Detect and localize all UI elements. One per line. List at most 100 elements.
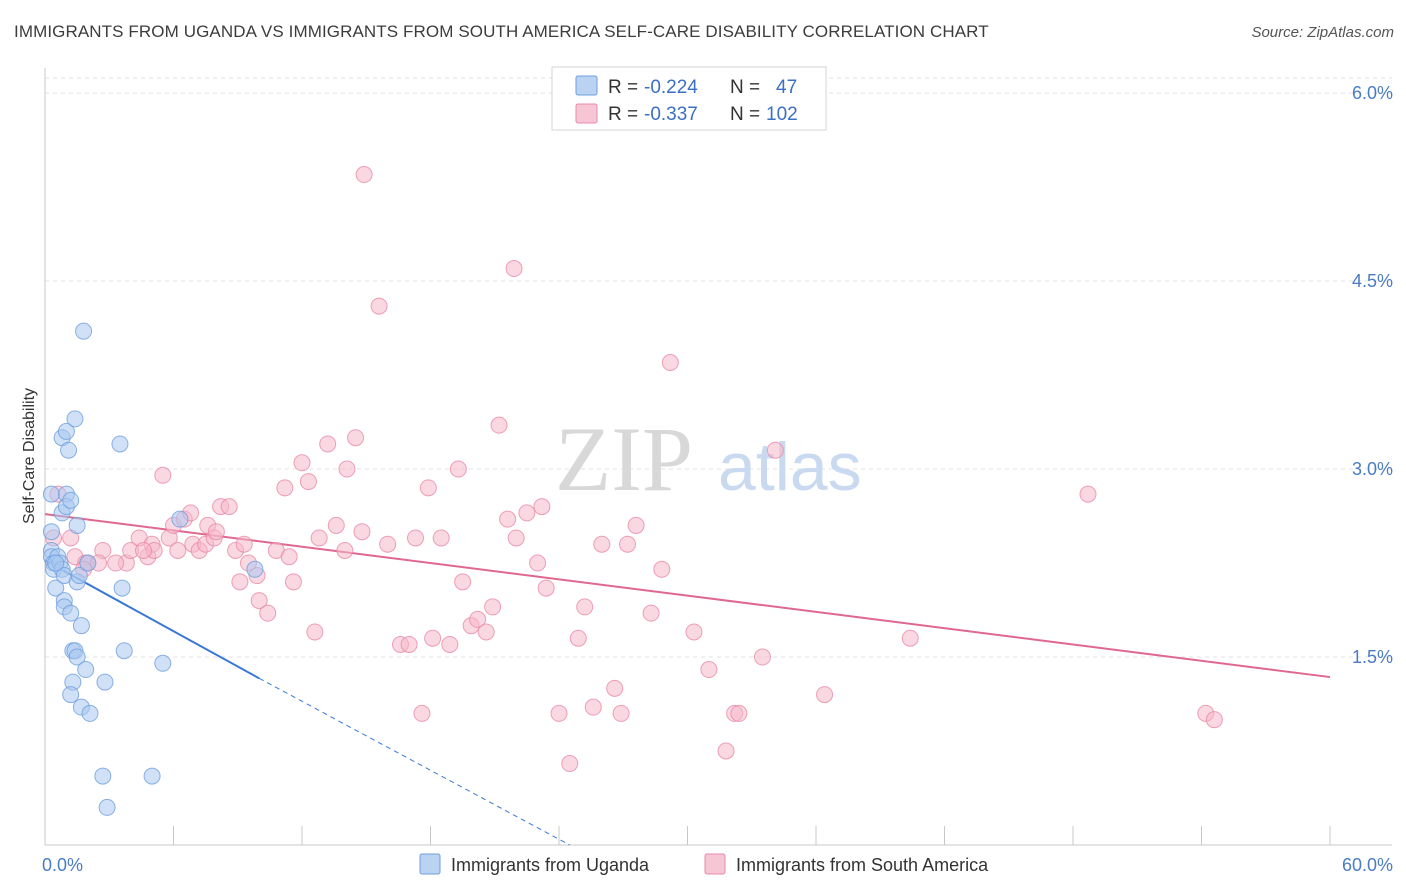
south-america-trend-line	[44, 513, 1331, 679]
south-america-point	[207, 523, 225, 541]
series-legend-label-south-america: Immigrants from South America	[736, 855, 989, 875]
stats-legend: R = -0.224 N = 47 R = -0.337 N = 102	[551, 66, 827, 131]
uganda-point	[75, 322, 93, 340]
uganda-point	[66, 410, 84, 428]
y-tick-label: 6.0%	[1352, 83, 1393, 103]
south-america-point	[407, 529, 425, 547]
legend-r-value-uganda: -0.224	[644, 77, 698, 98]
watermark-zip: ZIP	[555, 408, 693, 510]
uganda-point	[60, 441, 78, 459]
south-america-point	[419, 479, 437, 497]
south-america-point	[432, 529, 450, 547]
south-america-point	[310, 529, 328, 547]
legend-r-label-uganda: R =	[608, 77, 638, 98]
south-america-point	[336, 541, 354, 559]
south-america-point	[477, 623, 495, 641]
stats-legend-box	[551, 66, 827, 131]
x-tick-label: 60.0%	[1342, 855, 1393, 875]
south-america-point	[299, 473, 317, 491]
south-america-point	[424, 629, 442, 647]
south-america-point	[355, 166, 373, 184]
uganda-point	[42, 523, 60, 541]
uganda-point	[94, 767, 112, 785]
south-america-point	[507, 529, 525, 547]
uganda-point	[47, 554, 65, 572]
legend-r-label-south-america: R =	[608, 104, 638, 125]
uganda-point	[57, 422, 75, 440]
south-america-point	[413, 704, 431, 722]
south-america-point	[518, 504, 536, 522]
south-america-point	[606, 679, 624, 697]
uganda-point	[143, 767, 161, 785]
uganda-point	[68, 648, 86, 666]
south-america-point	[569, 629, 587, 647]
uganda-point	[113, 579, 131, 597]
south-america-point	[484, 598, 502, 616]
south-america-point	[561, 755, 579, 773]
legend-n-value-south-america: 102	[766, 104, 798, 125]
south-america-point	[449, 460, 467, 478]
south-america-point	[1205, 711, 1223, 729]
south-america-point	[327, 516, 345, 534]
south-america-point	[717, 742, 735, 760]
y-tick-label: 4.5%	[1352, 271, 1393, 291]
south-america-point	[107, 554, 125, 572]
south-america-point	[259, 604, 277, 622]
uganda-trend-extension	[258, 677, 570, 846]
series-legend: Immigrants from Uganda Immigrants from S…	[419, 853, 989, 875]
axes-layer: 1.5% 3.0% 4.5% 6.0% 0.0% 60.0%	[42, 68, 1393, 875]
legend-swatch-uganda	[575, 75, 598, 96]
south-america-point	[319, 435, 337, 453]
south-america-point	[441, 635, 459, 653]
uganda-point	[47, 579, 65, 597]
south-america-point	[154, 466, 172, 484]
uganda-point	[98, 798, 116, 816]
trend-layer	[44, 513, 1331, 846]
uganda-point	[70, 567, 88, 585]
south-america-point	[730, 704, 748, 722]
uganda-point	[111, 435, 129, 453]
uganda-point	[171, 510, 189, 528]
points-layer	[42, 166, 1223, 816]
uganda-point	[115, 642, 133, 660]
south-america-point	[653, 560, 671, 578]
south-america-point	[685, 623, 703, 641]
south-america-point	[284, 573, 302, 591]
series-legend-swatch-south-america	[704, 853, 726, 875]
uganda-point	[77, 661, 95, 679]
uganda-point	[62, 604, 80, 622]
south-america-point	[537, 579, 555, 597]
south-america-point	[642, 604, 660, 622]
south-america-point	[250, 592, 268, 610]
south-america-point	[619, 535, 637, 553]
uganda-point	[62, 686, 80, 704]
south-america-point	[593, 535, 611, 553]
south-america-point	[576, 598, 594, 616]
south-america-point	[529, 554, 547, 572]
south-america-point	[700, 661, 718, 679]
series-legend-label-uganda: Immigrants from Uganda	[451, 855, 650, 875]
south-america-point	[550, 704, 568, 722]
legend-r-value-south-america: -0.337	[644, 104, 698, 125]
uganda-point	[72, 617, 90, 635]
south-america-point	[235, 535, 253, 553]
south-america-point	[370, 297, 388, 315]
south-america-point	[379, 535, 397, 553]
south-america-point	[454, 573, 472, 591]
south-america-point	[169, 541, 187, 559]
uganda-point	[62, 491, 80, 509]
south-america-point	[661, 354, 679, 372]
chart-title: IMMIGRANTS FROM UGANDA VS IMMIGRANTS FRO…	[14, 22, 989, 41]
series-legend-swatch-uganda	[419, 853, 441, 875]
legend-n-value-uganda: 47	[776, 77, 797, 98]
south-america-point	[469, 610, 487, 628]
x-tick-label: 0.0%	[42, 855, 83, 875]
south-america-point	[347, 429, 365, 447]
south-america-point	[400, 635, 418, 653]
uganda-point	[154, 654, 172, 672]
south-america-point	[584, 698, 602, 716]
south-america-point	[338, 460, 356, 478]
uganda-point	[68, 516, 86, 534]
south-america-point	[816, 686, 834, 704]
